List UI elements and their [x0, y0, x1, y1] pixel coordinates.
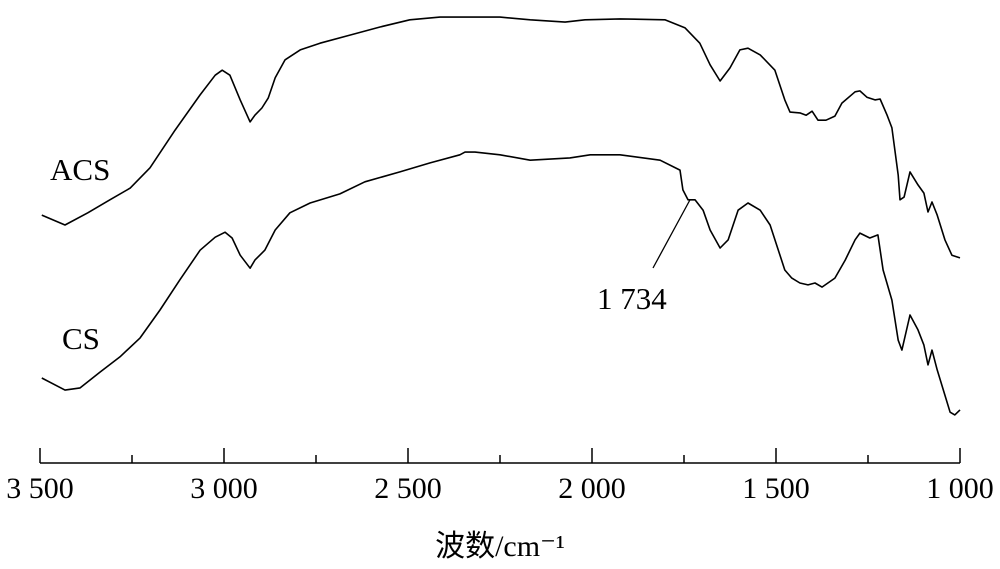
x-tick-label: 2 500: [374, 472, 442, 505]
series-label-cs: CS: [62, 321, 100, 356]
x-tick-label: 1 000: [926, 472, 994, 505]
annotation-leader-line: [652, 199, 691, 269]
series-layer: [41, 16, 961, 416]
x-tick-label: 2 000: [558, 472, 626, 505]
annotation-1734: 1 734: [597, 281, 667, 316]
series-line-cs: [41, 151, 961, 416]
series-line-acs: [41, 16, 961, 259]
x-tick-label: 1 500: [742, 472, 810, 505]
x-tick-label: 3 500: [6, 472, 74, 505]
x-tick-label: 3 000: [190, 472, 258, 505]
series-label-acs: ACS: [50, 152, 110, 187]
x-axis: 3 500 3 000 2 500 2 000 1 500 1 000: [6, 448, 994, 505]
x-axis-label: 波数/cm⁻¹: [435, 530, 565, 563]
